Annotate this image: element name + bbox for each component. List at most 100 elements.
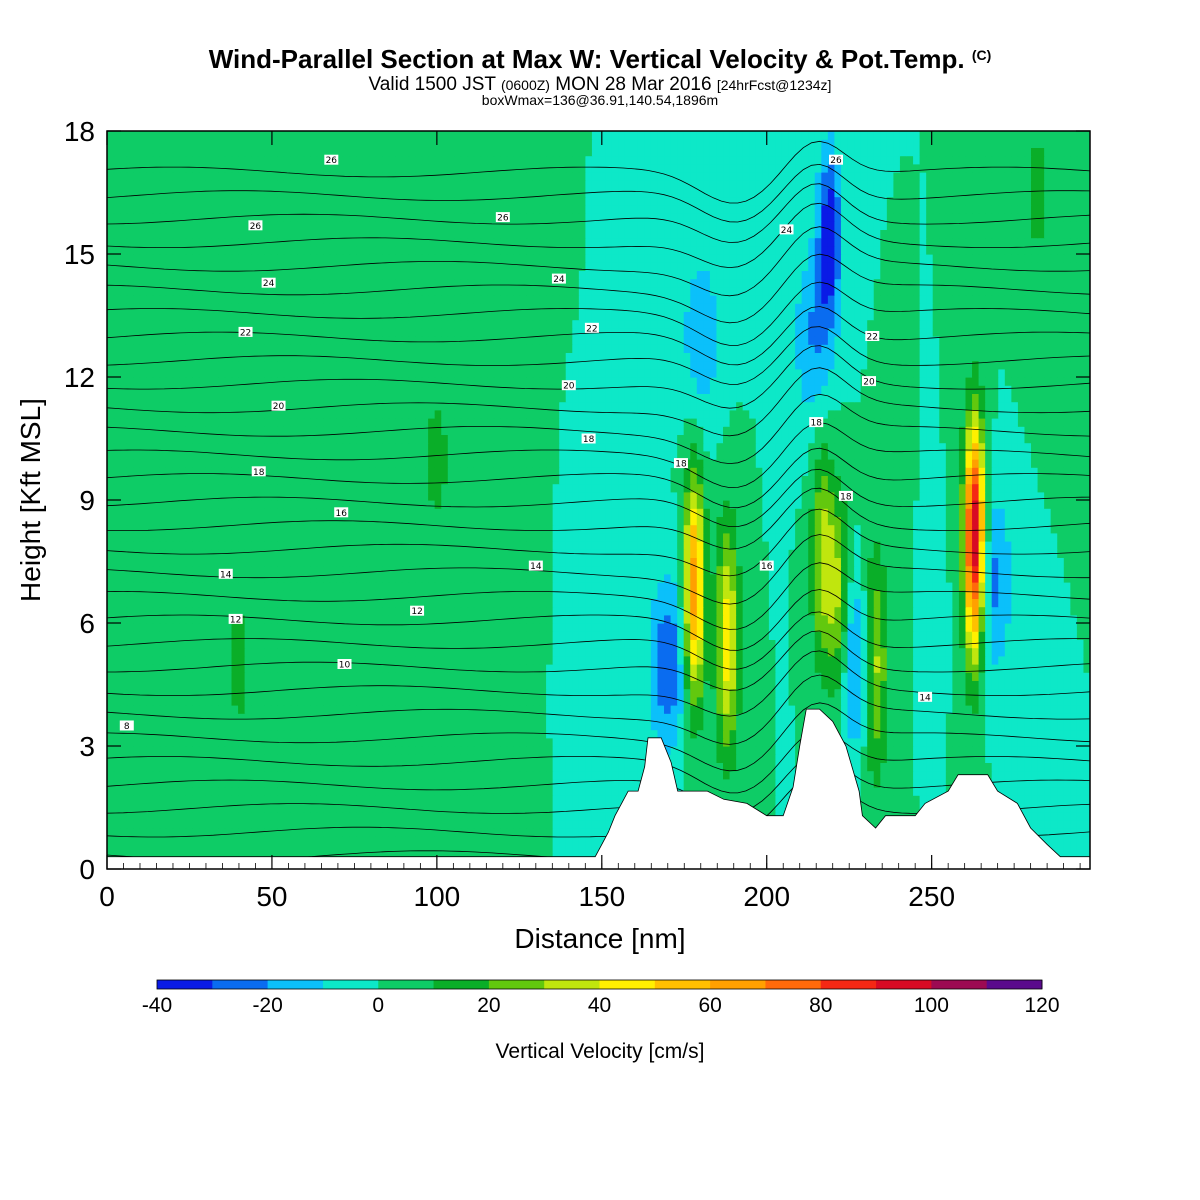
velocity-cell <box>1017 787 1026 796</box>
velocity-cell <box>244 623 252 632</box>
velocity-cell <box>146 590 154 599</box>
velocity-cell <box>480 737 488 747</box>
velocity-cell <box>795 639 803 649</box>
velocity-cell <box>165 647 174 657</box>
velocity-cell <box>244 811 252 821</box>
velocity-cell <box>107 655 115 665</box>
velocity-cell <box>277 819 285 829</box>
velocity-cell <box>336 713 344 722</box>
velocity-cell <box>467 762 475 772</box>
velocity-cell <box>342 647 351 657</box>
velocity-cell <box>362 836 370 845</box>
velocity-cell <box>906 746 914 755</box>
velocity-cell <box>198 836 206 845</box>
velocity-cell <box>251 787 259 796</box>
velocity-cell <box>329 614 337 624</box>
velocity-cell <box>978 705 986 714</box>
velocity-cell <box>382 672 390 681</box>
velocity-cell <box>939 754 947 763</box>
velocity-cell <box>991 680 999 690</box>
velocity-cell <box>126 631 134 640</box>
velocity-cell <box>572 828 580 837</box>
velocity-cell <box>198 631 206 640</box>
velocity-cell <box>165 696 174 706</box>
velocity-cell <box>637 754 645 763</box>
velocity-cell <box>991 754 999 763</box>
velocity-cell <box>493 746 501 755</box>
velocity-cell <box>441 754 449 763</box>
velocity-cell <box>244 598 252 608</box>
velocity-cell <box>1076 631 1085 640</box>
velocity-cell <box>487 688 495 698</box>
velocity-cell <box>867 614 875 624</box>
velocity-cell <box>1083 696 1090 706</box>
velocity-cell <box>231 770 239 780</box>
velocity-cell <box>788 762 796 772</box>
velocity-cell <box>113 713 121 722</box>
velocity-cell <box>723 721 731 731</box>
velocity-cell <box>572 705 580 714</box>
velocity-cell <box>244 795 252 804</box>
velocity-cell <box>749 680 757 690</box>
velocity-cell <box>185 655 193 665</box>
velocity-cell <box>493 828 501 837</box>
velocity-cell <box>493 655 501 665</box>
velocity-cell <box>729 680 737 690</box>
velocity-cell <box>985 664 993 673</box>
velocity-cell <box>1050 623 1058 632</box>
velocity-cell <box>906 705 914 714</box>
velocity-cell <box>1057 647 1065 657</box>
velocity-cell <box>932 598 940 608</box>
velocity-cell <box>238 606 246 616</box>
velocity-cell <box>729 696 737 706</box>
velocity-cell <box>1004 655 1012 665</box>
velocity-cell <box>349 713 357 722</box>
velocity-cell <box>1076 770 1085 780</box>
velocity-cell <box>657 672 665 681</box>
velocity-cell <box>1011 778 1019 788</box>
velocity-cell <box>1031 680 1039 690</box>
velocity-cell <box>1004 705 1012 714</box>
velocity-cell <box>257 836 265 845</box>
velocity-cell <box>559 746 567 755</box>
velocity-cell <box>493 762 501 772</box>
velocity-cell <box>238 623 246 632</box>
velocity-cell <box>611 746 619 755</box>
velocity-cell <box>467 680 475 690</box>
velocity-cell <box>1004 754 1012 763</box>
velocity-cell <box>572 836 580 845</box>
velocity-cell <box>952 713 960 722</box>
velocity-cell <box>323 688 331 698</box>
velocity-cell <box>238 754 246 763</box>
velocity-cell <box>257 647 265 657</box>
velocity-cell <box>1076 606 1085 616</box>
velocity-cell <box>1037 795 1045 804</box>
velocity-cell <box>283 647 292 657</box>
velocity-cell <box>585 754 593 763</box>
velocity-cell <box>978 713 986 722</box>
velocity-cell <box>434 598 442 608</box>
velocity-cell <box>552 631 560 640</box>
velocity-cell <box>133 787 141 796</box>
velocity-cell <box>218 598 226 608</box>
velocity-cell <box>742 729 750 739</box>
velocity-cell <box>526 828 534 837</box>
velocity-cell <box>146 631 154 640</box>
velocity-cell <box>932 713 940 722</box>
velocity-cell <box>159 623 167 632</box>
velocity-cell <box>283 688 292 698</box>
velocity-cell <box>840 713 849 722</box>
velocity-cell <box>631 688 639 698</box>
velocity-cell <box>709 664 718 673</box>
velocity-cell <box>775 614 783 624</box>
velocity-cell <box>205 664 213 673</box>
velocity-cell <box>244 647 252 657</box>
velocity-cell <box>408 680 416 690</box>
velocity-cell <box>1083 664 1090 673</box>
velocity-cell <box>913 623 921 632</box>
velocity-cell <box>198 762 206 772</box>
velocity-cell <box>126 696 134 706</box>
velocity-cell <box>323 647 331 657</box>
velocity-cell <box>434 680 442 690</box>
velocity-cell <box>316 770 324 780</box>
